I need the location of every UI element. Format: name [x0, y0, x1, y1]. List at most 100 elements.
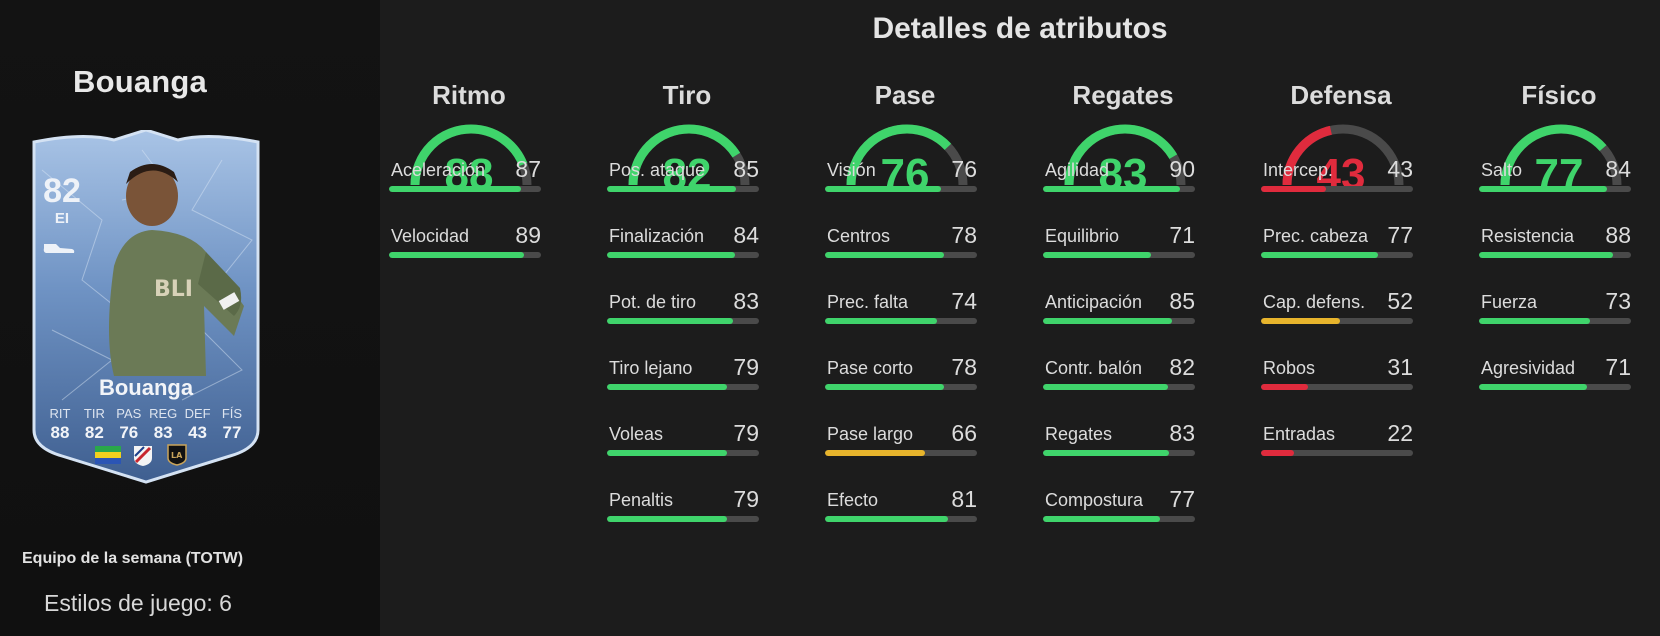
- section-title: Detalles de atributos: [872, 12, 1168, 45]
- gauge-fill: [1064, 124, 1186, 186]
- attribute-row[interactable]: Velocidad 89: [389, 222, 549, 276]
- attribute-value: 87: [515, 156, 541, 182]
- attribute-row[interactable]: Prec. falta 74: [825, 288, 985, 342]
- gauge-fill: [628, 124, 750, 186]
- attribute-row[interactable]: Entradas 22: [1261, 420, 1421, 474]
- column-title: Regates: [1072, 80, 1174, 110]
- attribute-name: Tiro lejano: [609, 358, 693, 378]
- attribute-name: Robos: [1263, 358, 1316, 378]
- attribute-bar-fill: [1479, 252, 1613, 258]
- attribute-row[interactable]: Agilidad 90: [1043, 156, 1203, 210]
- attribute-name: Pase corto: [827, 358, 914, 378]
- card-stat-label: REG: [149, 406, 178, 421]
- attribute-row[interactable]: Pase corto 78: [825, 354, 985, 408]
- attribute-value: 73: [1605, 288, 1631, 314]
- attribute-value: 90: [1169, 156, 1195, 182]
- attribute-bar-fill: [1479, 384, 1587, 390]
- attribute-row[interactable]: Anticipación 85: [1043, 288, 1203, 342]
- attribute-bar-fill: [607, 186, 737, 192]
- attribute-bar-track: [607, 384, 759, 390]
- attribute-row[interactable]: Agresividad 71: [1479, 354, 1639, 408]
- attribute-name: Salto: [1481, 160, 1523, 180]
- attribute-bar-track: [825, 516, 977, 522]
- attribute-row[interactable]: Intercep. 43: [1261, 156, 1421, 210]
- card-stat-value: 83: [153, 423, 173, 442]
- attribute-bar-fill: [825, 516, 949, 522]
- attribute-bar-fill: [1043, 252, 1151, 258]
- column-title: Pase: [874, 80, 936, 110]
- card-stat-value: 76: [119, 423, 139, 442]
- playstyles-count[interactable]: Estilos de juego: 6: [44, 590, 232, 616]
- svg-text:BLI: BLI: [154, 277, 193, 302]
- attribute-value: 79: [733, 420, 759, 446]
- attribute-row[interactable]: Contr. balón 82: [1043, 354, 1203, 408]
- attribute-bar-track: [1043, 516, 1195, 522]
- attribute-row[interactable]: Pot. de tiro 83: [607, 288, 767, 342]
- attribute-row[interactable]: Pos. ataque 85: [607, 156, 767, 210]
- attribute-row[interactable]: Compostura 77: [1043, 486, 1203, 540]
- attribute-row[interactable]: Voleas 79: [607, 420, 767, 474]
- attribute-row[interactable]: Pase largo 66: [825, 420, 985, 474]
- attribute-value: 66: [951, 420, 977, 446]
- player-card[interactable]: 82 EI BLI Bouanga RIT TIR PAS REG DEF FÍ…: [22, 130, 270, 490]
- attributes-panel: [380, 0, 1660, 636]
- attribute-row[interactable]: Resistencia 88: [1479, 222, 1639, 276]
- attribute-row[interactable]: Equilibrio 71: [1043, 222, 1203, 276]
- gauge-fill: [846, 124, 968, 186]
- boot-icon: [43, 244, 75, 253]
- attribute-name: Agresividad: [1481, 358, 1576, 378]
- attribute-name: Resistencia: [1481, 226, 1575, 246]
- attribute-row[interactable]: Finalización 84: [607, 222, 767, 276]
- attribute-name: Penaltis: [609, 490, 674, 510]
- card-stat-value: 82: [84, 423, 104, 442]
- attribute-row[interactable]: Tiro lejano 79: [607, 354, 767, 408]
- rating-gauge: [1500, 124, 1622, 186]
- attribute-bar-track: [607, 252, 759, 258]
- card-stat-label: DEF: [184, 406, 211, 421]
- attribute-row[interactable]: Penaltis 79: [607, 486, 767, 540]
- attribute-bar-track: [1479, 384, 1631, 390]
- attribute-value: 77: [1169, 486, 1195, 512]
- attribute-name: Equilibrio: [1045, 226, 1120, 246]
- attribute-row[interactable]: Regates 83: [1043, 420, 1203, 474]
- attribute-bar-track: [389, 186, 541, 192]
- attribute-bar-track: [825, 384, 977, 390]
- card-stat-value: 88: [50, 423, 70, 442]
- attribute-value: 74: [951, 288, 977, 314]
- attribute-row[interactable]: Centros 78: [825, 222, 985, 276]
- attribute-value: 83: [733, 288, 759, 314]
- attribute-bar-fill: [1043, 516, 1161, 522]
- attribute-bar-fill: [1261, 384, 1309, 390]
- player-panel: Bouanga 82 EI: [0, 0, 380, 636]
- attribute-bar-fill: [607, 318, 734, 324]
- attribute-bar-track: [1261, 186, 1413, 192]
- gabon-flag-icon: [95, 446, 121, 464]
- attribute-name: Fuerza: [1481, 292, 1538, 312]
- attribute-value: 79: [733, 486, 759, 512]
- attribute-bar-fill: [607, 252, 735, 258]
- attribute-value: 77: [1387, 222, 1413, 248]
- attribute-row[interactable]: Prec. cabeza 77: [1261, 222, 1421, 276]
- gauge-fill: [1282, 124, 1404, 186]
- attribute-name: Aceleración: [391, 160, 486, 180]
- attribute-bar-fill: [1043, 186, 1180, 192]
- gauge-fill: [1500, 124, 1622, 186]
- attribute-name: Pot. de tiro: [609, 292, 697, 312]
- attribute-row[interactable]: Visión 76: [825, 156, 985, 210]
- attribute-bar-track: [1261, 252, 1413, 258]
- card-position: EI: [54, 210, 70, 227]
- attribute-value: 81: [951, 486, 977, 512]
- rating-gauge: [628, 124, 750, 186]
- attribute-row[interactable]: Salto 84: [1479, 156, 1639, 210]
- attribute-value: 84: [1605, 156, 1631, 182]
- attribute-row[interactable]: Fuerza 73: [1479, 288, 1639, 342]
- attribute-value: 71: [1169, 222, 1195, 248]
- card-stat-labels: RIT TIR PAS REG DEF FÍS: [44, 406, 248, 421]
- attribute-row[interactable]: Aceleración 87: [389, 156, 549, 210]
- attribute-name: Compostura: [1045, 490, 1144, 510]
- attribute-bar-track: [825, 186, 977, 192]
- attribute-row[interactable]: Robos 31: [1261, 354, 1421, 408]
- attribute-row[interactable]: Cap. defens. 52: [1261, 288, 1421, 342]
- attribute-bar-fill: [607, 516, 728, 522]
- attribute-row[interactable]: Efecto 81: [825, 486, 985, 540]
